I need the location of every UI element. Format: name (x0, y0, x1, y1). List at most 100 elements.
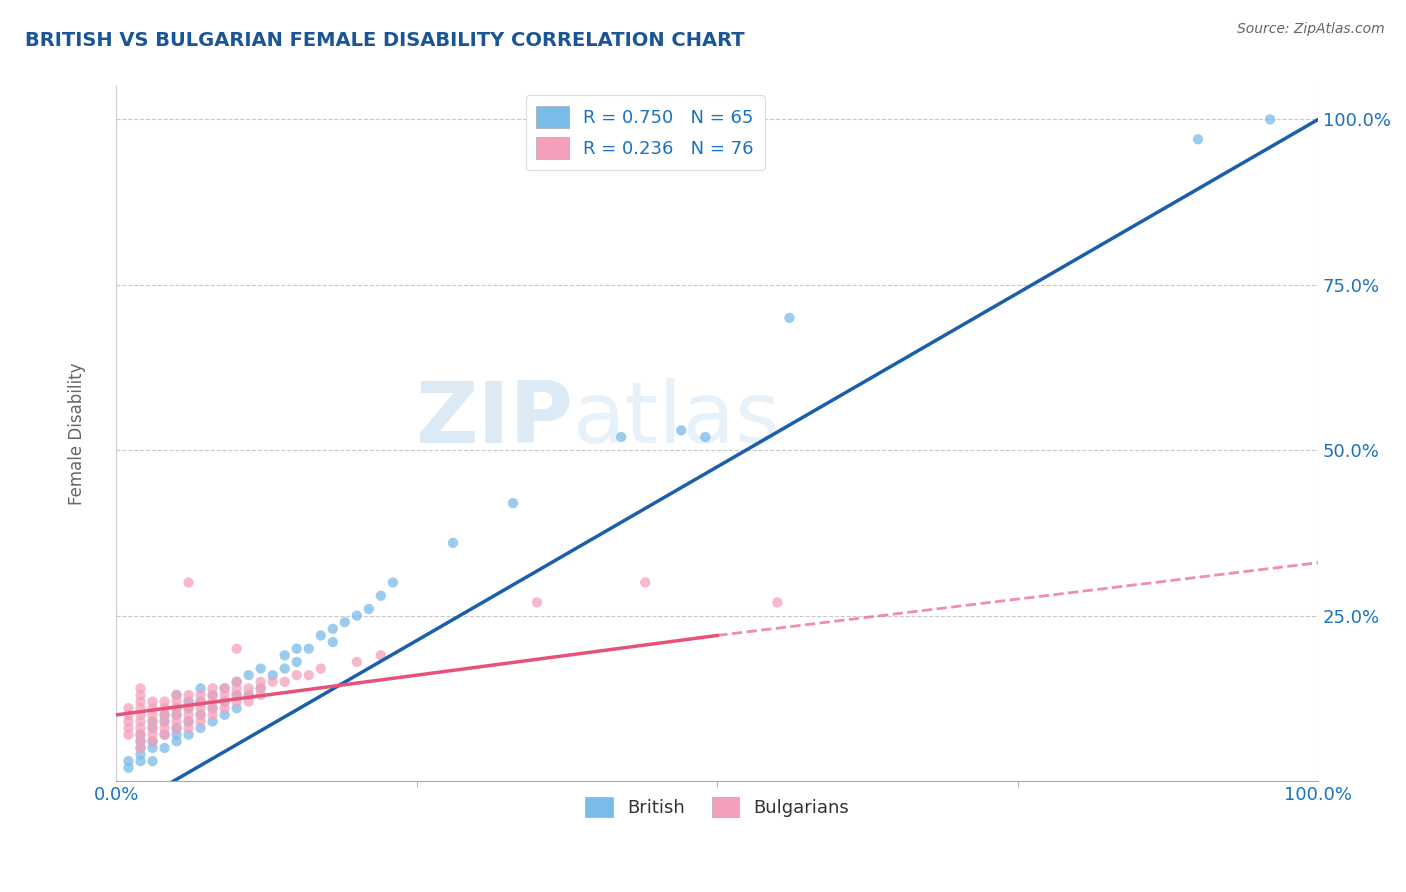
Point (285, 655, 308, 669)
Point (129, 728, 152, 742)
Point (141, 734, 163, 748)
Point (273, 674, 295, 689)
Point (225, 688, 247, 702)
Point (129, 681, 152, 696)
Point (117, 714, 139, 729)
Point (298, 668, 321, 682)
Point (370, 589, 392, 603)
Point (141, 754, 163, 768)
Point (225, 695, 247, 709)
Point (129, 714, 152, 729)
Point (153, 721, 176, 735)
Point (129, 740, 152, 755)
Point (238, 688, 260, 702)
Point (238, 695, 260, 709)
Point (117, 761, 139, 775)
Point (502, 496, 524, 510)
Y-axis label: Female Disability: Female Disability (69, 362, 86, 505)
Point (285, 641, 308, 656)
Point (285, 668, 308, 682)
Point (201, 707, 224, 722)
Point (166, 728, 188, 742)
Point (166, 688, 188, 702)
Point (190, 701, 212, 715)
Point (177, 707, 200, 722)
Point (249, 674, 271, 689)
Point (322, 635, 344, 649)
Point (201, 695, 224, 709)
Point (166, 707, 188, 722)
Text: ZIP: ZIP (415, 378, 574, 461)
Point (166, 688, 188, 702)
Point (117, 721, 139, 735)
Point (671, 423, 693, 437)
Point (190, 714, 212, 729)
Point (262, 674, 284, 689)
Point (117, 754, 139, 768)
Point (129, 728, 152, 742)
Point (166, 734, 188, 748)
Point (153, 714, 176, 729)
Point (249, 681, 271, 696)
Point (190, 707, 212, 722)
Point (177, 714, 200, 729)
Point (214, 695, 236, 709)
Point (190, 695, 212, 709)
Point (225, 681, 247, 696)
Point (249, 688, 271, 702)
Point (333, 615, 356, 630)
Point (526, 595, 548, 609)
Point (214, 681, 236, 696)
Point (153, 707, 176, 722)
Point (177, 721, 200, 735)
Point (309, 628, 332, 642)
Point (695, 430, 717, 444)
Point (141, 695, 163, 709)
Text: atlas: atlas (574, 378, 782, 461)
Point (177, 714, 200, 729)
Point (190, 688, 212, 702)
Point (153, 707, 176, 722)
Point (141, 734, 163, 748)
Point (201, 714, 224, 729)
Point (346, 655, 368, 669)
Point (610, 430, 633, 444)
Point (153, 695, 176, 709)
Point (177, 688, 200, 702)
Point (177, 701, 200, 715)
Point (190, 721, 212, 735)
Point (177, 575, 200, 590)
Point (346, 608, 368, 623)
Point (153, 728, 176, 742)
Point (177, 695, 200, 709)
Point (141, 714, 163, 729)
Point (357, 602, 380, 616)
Point (634, 575, 657, 590)
Point (153, 728, 176, 742)
Point (166, 714, 188, 729)
Point (153, 740, 176, 755)
Point (177, 701, 200, 715)
Point (370, 648, 392, 663)
Point (262, 668, 284, 682)
Point (201, 681, 224, 696)
Point (225, 701, 247, 715)
Text: BRITISH VS BULGARIAN FEMALE DISABILITY CORRELATION CHART: BRITISH VS BULGARIAN FEMALE DISABILITY C… (25, 31, 745, 50)
Point (214, 688, 236, 702)
Point (214, 681, 236, 696)
Point (190, 695, 212, 709)
Point (129, 707, 152, 722)
Point (166, 707, 188, 722)
Point (166, 695, 188, 709)
Point (129, 747, 152, 762)
Point (190, 707, 212, 722)
Point (129, 688, 152, 702)
Point (166, 701, 188, 715)
Point (141, 707, 163, 722)
Point (225, 674, 247, 689)
Point (129, 695, 152, 709)
Point (238, 668, 260, 682)
Point (129, 721, 152, 735)
Point (141, 721, 163, 735)
Point (201, 688, 224, 702)
